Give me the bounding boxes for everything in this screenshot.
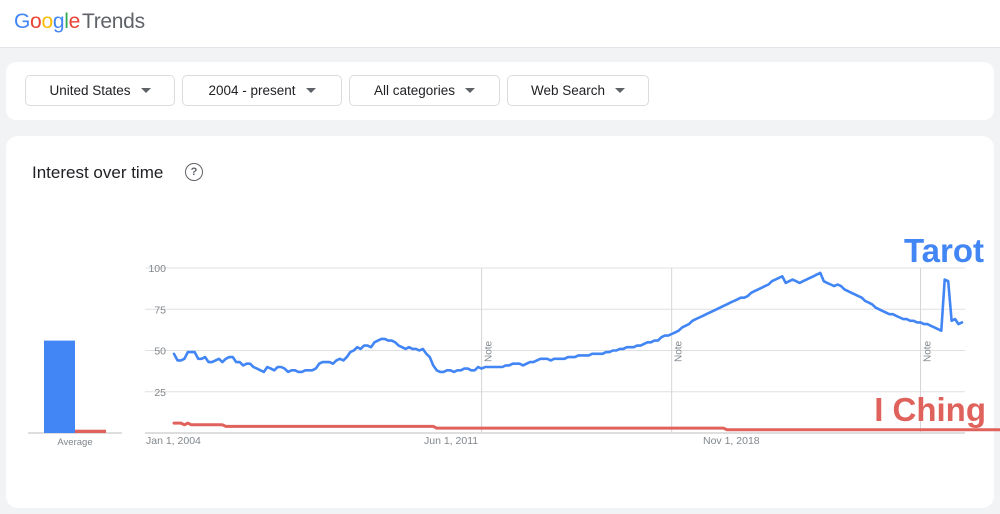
chevron-down-icon [305, 88, 316, 93]
chevron-down-icon [615, 88, 626, 93]
category-filter[interactable]: All categories [349, 75, 500, 106]
logo-letter: o [30, 10, 42, 33]
y-tick-label: 25 [154, 387, 166, 399]
logo-trends-text: Trends [81, 10, 145, 33]
region-filter-label: United States [49, 83, 131, 98]
y-tick-label: 75 [154, 304, 166, 316]
x-tick-label: Jun 1, 2011 [424, 435, 478, 447]
chevron-down-icon [140, 88, 151, 93]
search-type-filter[interactable]: Web Search [507, 75, 649, 106]
time-range-filter[interactable]: 2004 - present [182, 75, 342, 106]
logo-letter: G [14, 10, 31, 33]
logo-google-text: Google [14, 10, 80, 33]
note-label: Note [674, 340, 685, 362]
series-line-i-ching [172, 421, 1000, 432]
time-range-filter-label: 2004 - present [208, 83, 296, 98]
top-bar: GoogleTrends [0, 0, 1000, 48]
logo-letter: g [52, 10, 65, 33]
average-label: Average [57, 437, 92, 448]
interest-over-time-card: Interest over time ? [6, 136, 994, 508]
x-tick-label: Jan 1, 2004 [146, 435, 201, 447]
logo-letter: o [41, 10, 53, 33]
y-tick-label: 50 [154, 346, 166, 358]
x-tick-label: Nov 1, 2018 [703, 435, 760, 447]
note-label: Note [484, 340, 495, 362]
chevron-down-icon [465, 88, 476, 93]
search-type-filter-label: Web Search [530, 83, 606, 98]
series-line-tarot [172, 271, 964, 374]
card-title: Interest over time [32, 163, 164, 182]
filter-bar: United States 2004 - present All categor… [6, 62, 994, 120]
logo-letter: l [64, 10, 69, 33]
annotation-tarot: Tarot [904, 232, 984, 269]
google-trends-logo[interactable]: GoogleTrends [14, 10, 145, 34]
category-filter-label: All categories [373, 83, 456, 98]
region-filter[interactable]: United States [25, 75, 175, 106]
logo-letter: e [68, 10, 81, 33]
annotation-i-ching: I Ching [874, 391, 986, 428]
average-bar-i-ching [75, 429, 106, 433]
note-label: Note [923, 340, 934, 362]
y-tick-label: 100 [148, 263, 166, 275]
help-icon[interactable]: ? [185, 163, 203, 181]
average-bar-tarot [44, 340, 75, 433]
